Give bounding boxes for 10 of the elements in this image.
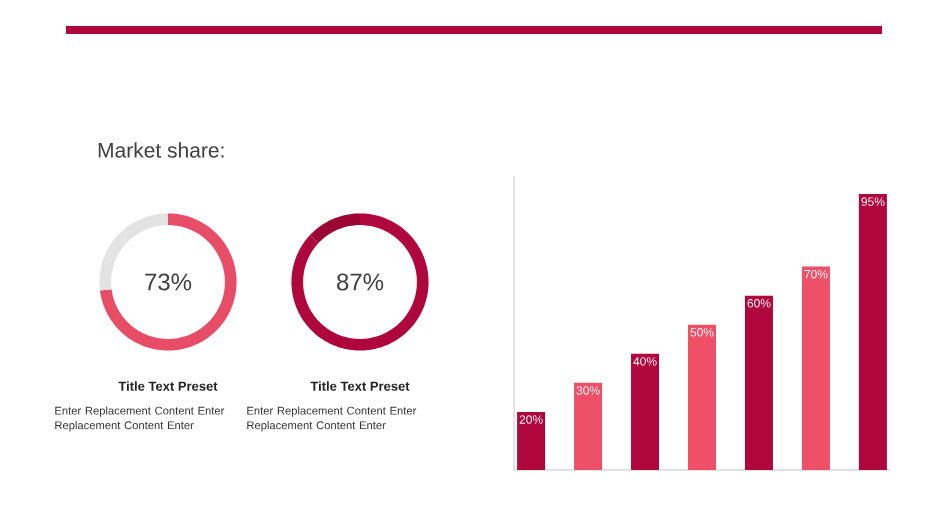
data-label: 73% [145,273,192,291]
bar [631,353,660,470]
text: Market share: [98,142,224,158]
bar [858,193,887,470]
bar [688,324,716,470]
data-label: 87% [337,273,384,291]
bar [574,382,603,470]
bar [517,411,546,470]
bar [801,266,830,470]
bar [744,295,773,470]
